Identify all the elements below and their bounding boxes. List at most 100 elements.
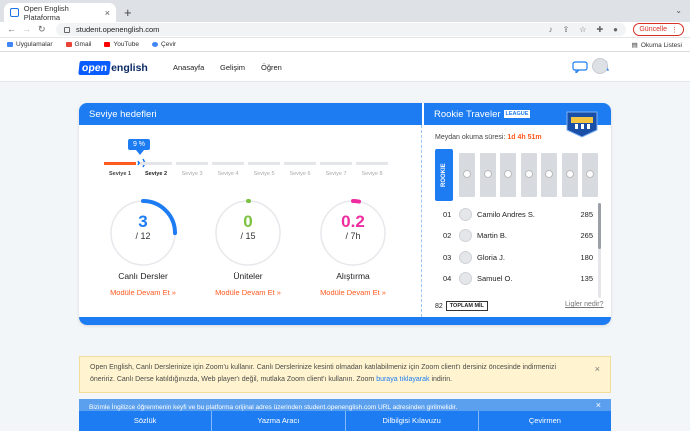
close-url-notice-icon[interactable]: × bbox=[595, 400, 601, 410]
writing-tool-button[interactable]: Yazma Aracı bbox=[212, 411, 346, 431]
units-continue-link[interactable]: Modüle Devam Et » bbox=[215, 288, 281, 297]
locked-slot bbox=[459, 153, 475, 197]
bookmark-youtube[interactable]: YouTube bbox=[104, 41, 139, 48]
bookmark-gmail[interactable]: Gmail bbox=[65, 41, 91, 48]
translator-button[interactable]: Çevirmen bbox=[528, 416, 561, 425]
level-bar bbox=[356, 162, 388, 165]
open-english-logo[interactable]: open english bbox=[78, 61, 148, 75]
profile-icon[interactable]: ● bbox=[613, 25, 618, 34]
nav-home[interactable]: Anasayfa bbox=[173, 63, 205, 72]
update-button[interactable]: Güncelle ⋮ bbox=[633, 23, 684, 36]
level-bar bbox=[104, 162, 136, 165]
total-miles: 82 TOPLAM MİL bbox=[435, 301, 488, 311]
leaderboard-row[interactable]: 04 Samuel O. 135 bbox=[443, 270, 593, 288]
lock-icon bbox=[64, 26, 70, 33]
level-bar bbox=[320, 162, 352, 165]
level-label: Seviye 2 bbox=[144, 171, 168, 177]
leagues-info-link[interactable]: Ligler nedir? bbox=[565, 301, 604, 308]
bookmark-label: Uygulamalar bbox=[16, 41, 53, 48]
units-ring bbox=[214, 199, 282, 267]
apps-grid-icon bbox=[7, 42, 13, 47]
url-text: student.openenglish.com bbox=[76, 25, 160, 34]
player-score: 135 bbox=[580, 274, 593, 283]
rookie-tag: ROOKIE bbox=[435, 149, 453, 201]
card-footer-bar bbox=[79, 317, 611, 325]
scrollbar-thumb[interactable] bbox=[598, 203, 601, 249]
practice-continue-link[interactable]: Modüle Devam Et » bbox=[320, 288, 386, 297]
challenge-time: Meydan okuma süresi: 1d 4h 51m bbox=[435, 134, 542, 141]
units-value: 0 bbox=[243, 212, 253, 231]
update-label: Güncelle bbox=[639, 26, 667, 33]
units-progress-arc bbox=[214, 199, 282, 267]
rank-number: 03 bbox=[443, 252, 452, 262]
close-notice-icon[interactable]: × bbox=[594, 364, 600, 374]
level-label: Seviye 1 bbox=[108, 171, 132, 177]
logo-open: open bbox=[78, 61, 111, 75]
level-label: Seviye 6 bbox=[289, 171, 311, 177]
locked-slot bbox=[500, 153, 516, 197]
tab-search-icon[interactable]: ⌄ bbox=[675, 6, 682, 15]
share-icon[interactable]: ⇪ bbox=[562, 25, 570, 34]
total-label: TOPLAM MİL bbox=[445, 301, 488, 311]
zoom-download-link[interactable]: buraya tıklayarak bbox=[376, 376, 430, 383]
browser-tab[interactable]: Open English Plataforma × bbox=[4, 3, 116, 22]
time-label: Meydan okuma süresi: bbox=[435, 134, 506, 141]
grammar-guide-button[interactable]: Dilbilgisi Kılavuzu bbox=[346, 411, 479, 431]
bookmark-apps[interactable]: Uygulamalar bbox=[7, 41, 53, 48]
bookmarks-bar: Uygulamalar Gmail YouTube Çevir ▤ Okuma L… bbox=[0, 38, 690, 52]
leaderboard-row[interactable]: 02 Martin B. 265 bbox=[443, 227, 593, 245]
locked-slot bbox=[541, 153, 557, 197]
player-score: 265 bbox=[580, 231, 593, 240]
url-notice: Bizimle İngilizce öğrenmenin keyfi ve bu… bbox=[79, 399, 611, 411]
url-input[interactable]: student.openenglish.com ♪ ⇪ ☆ ✚ ● bbox=[56, 23, 626, 36]
chat-icon[interactable] bbox=[572, 60, 588, 73]
level-bar bbox=[248, 162, 280, 165]
rank-number: 04 bbox=[443, 274, 452, 283]
locked-slot bbox=[479, 153, 496, 197]
lock-icon bbox=[463, 170, 471, 178]
level-bar bbox=[212, 162, 244, 165]
live-lessons-value: 3 bbox=[138, 212, 148, 231]
leaderboard-row[interactable]: 03 Gloria J. 180 bbox=[443, 248, 593, 266]
bottom-toolbar: Sözlük Yazma Aracı Dilbilgisi Kılavuzu Ç… bbox=[79, 411, 611, 431]
live-lessons-continue-link[interactable]: Modüle Devam Et » bbox=[110, 288, 176, 297]
microphone-icon[interactable]: ♪ bbox=[548, 25, 553, 34]
practice-value: 0.2 bbox=[341, 212, 365, 231]
player-name: Gloria J. bbox=[477, 252, 505, 262]
reading-list-icon: ▤ bbox=[631, 42, 638, 49]
user-avatar[interactable] bbox=[592, 58, 608, 74]
live-lessons-total: / 12 bbox=[135, 231, 151, 241]
live-lessons-progress-arc bbox=[109, 199, 177, 267]
level-label: Seviye 4 bbox=[217, 171, 239, 177]
bookmark-translate[interactable]: Çevir bbox=[152, 41, 176, 48]
notice-text: Open English, Canlı Derslerinize için Zo… bbox=[90, 364, 557, 383]
lock-icon bbox=[586, 170, 594, 178]
reload-icon[interactable]: ↻ bbox=[38, 24, 46, 34]
lock-icon bbox=[524, 170, 533, 178]
leaderboard-scrollbar[interactable] bbox=[598, 203, 601, 298]
nav-learn[interactable]: Öğren bbox=[261, 63, 282, 72]
goals-title: Seviye hedefleri bbox=[89, 109, 157, 120]
back-icon[interactable]: ← bbox=[7, 24, 16, 34]
level-label: Seviye 8 bbox=[361, 171, 383, 177]
avatar bbox=[459, 207, 472, 221]
player-name: Samuel O. bbox=[477, 274, 513, 283]
google-icon bbox=[152, 42, 159, 47]
close-tab-icon[interactable]: × bbox=[104, 7, 110, 18]
forward-icon[interactable]: → bbox=[22, 24, 31, 34]
reading-list-button[interactable]: ▤ Okuma Listesi bbox=[631, 41, 682, 50]
extensions-icon[interactable]: ✚ bbox=[596, 25, 604, 34]
logo-english: english bbox=[111, 62, 148, 74]
live-lessons-label: Canlı Dersler bbox=[118, 271, 168, 281]
leaderboard-row[interactable]: 01 Camilo Andres S. 285 bbox=[443, 205, 593, 223]
total-value: 82 bbox=[435, 302, 443, 310]
lock-icon bbox=[565, 170, 574, 178]
new-tab-button[interactable]: + bbox=[124, 5, 132, 20]
lock-icon bbox=[504, 170, 512, 178]
player-score: 180 bbox=[580, 252, 593, 262]
live-lessons-ring bbox=[109, 199, 177, 267]
level-bar bbox=[176, 162, 208, 165]
dictionary-button[interactable]: Sözlük bbox=[79, 411, 213, 431]
nav-progress[interactable]: Gelişim bbox=[220, 63, 246, 72]
bookmark-star-icon[interactable]: ☆ bbox=[579, 25, 587, 34]
